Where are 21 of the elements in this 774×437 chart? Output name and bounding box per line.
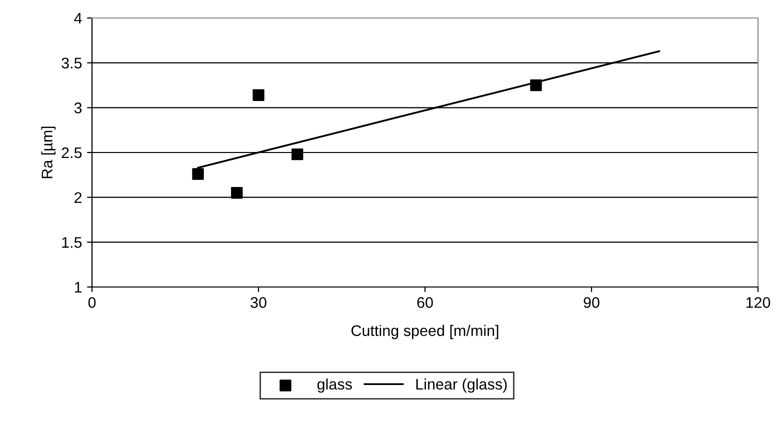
point — [231, 187, 243, 199]
y-tick-label: 4 — [74, 13, 82, 24]
legend-label: Linear (glass) — [416, 378, 507, 393]
point — [192, 168, 204, 180]
x-tick-label: 0 — [88, 297, 96, 308]
x-tick-label: 120 — [746, 297, 770, 308]
x-tick-label: 30 — [250, 297, 266, 308]
y-axis-title: Ra [µm] — [41, 126, 56, 178]
y-tick-label: 3.5 — [62, 58, 82, 69]
point — [292, 148, 304, 160]
y-tick-label: 1 — [74, 282, 82, 293]
x-axis-title: Cutting speed [m/min] — [351, 324, 498, 340]
legend-label: glass — [317, 378, 352, 393]
y-tick-label: 3 — [74, 102, 82, 114]
y-tick-label: 1.5 — [62, 237, 82, 248]
x-tick-label: 60 — [417, 297, 433, 308]
y-tick-label: 2.5 — [62, 147, 82, 158]
x-tick-label: 90 — [584, 297, 600, 308]
point — [530, 79, 542, 92]
y-tick-label: 2 — [74, 192, 82, 203]
point — [252, 89, 264, 101]
